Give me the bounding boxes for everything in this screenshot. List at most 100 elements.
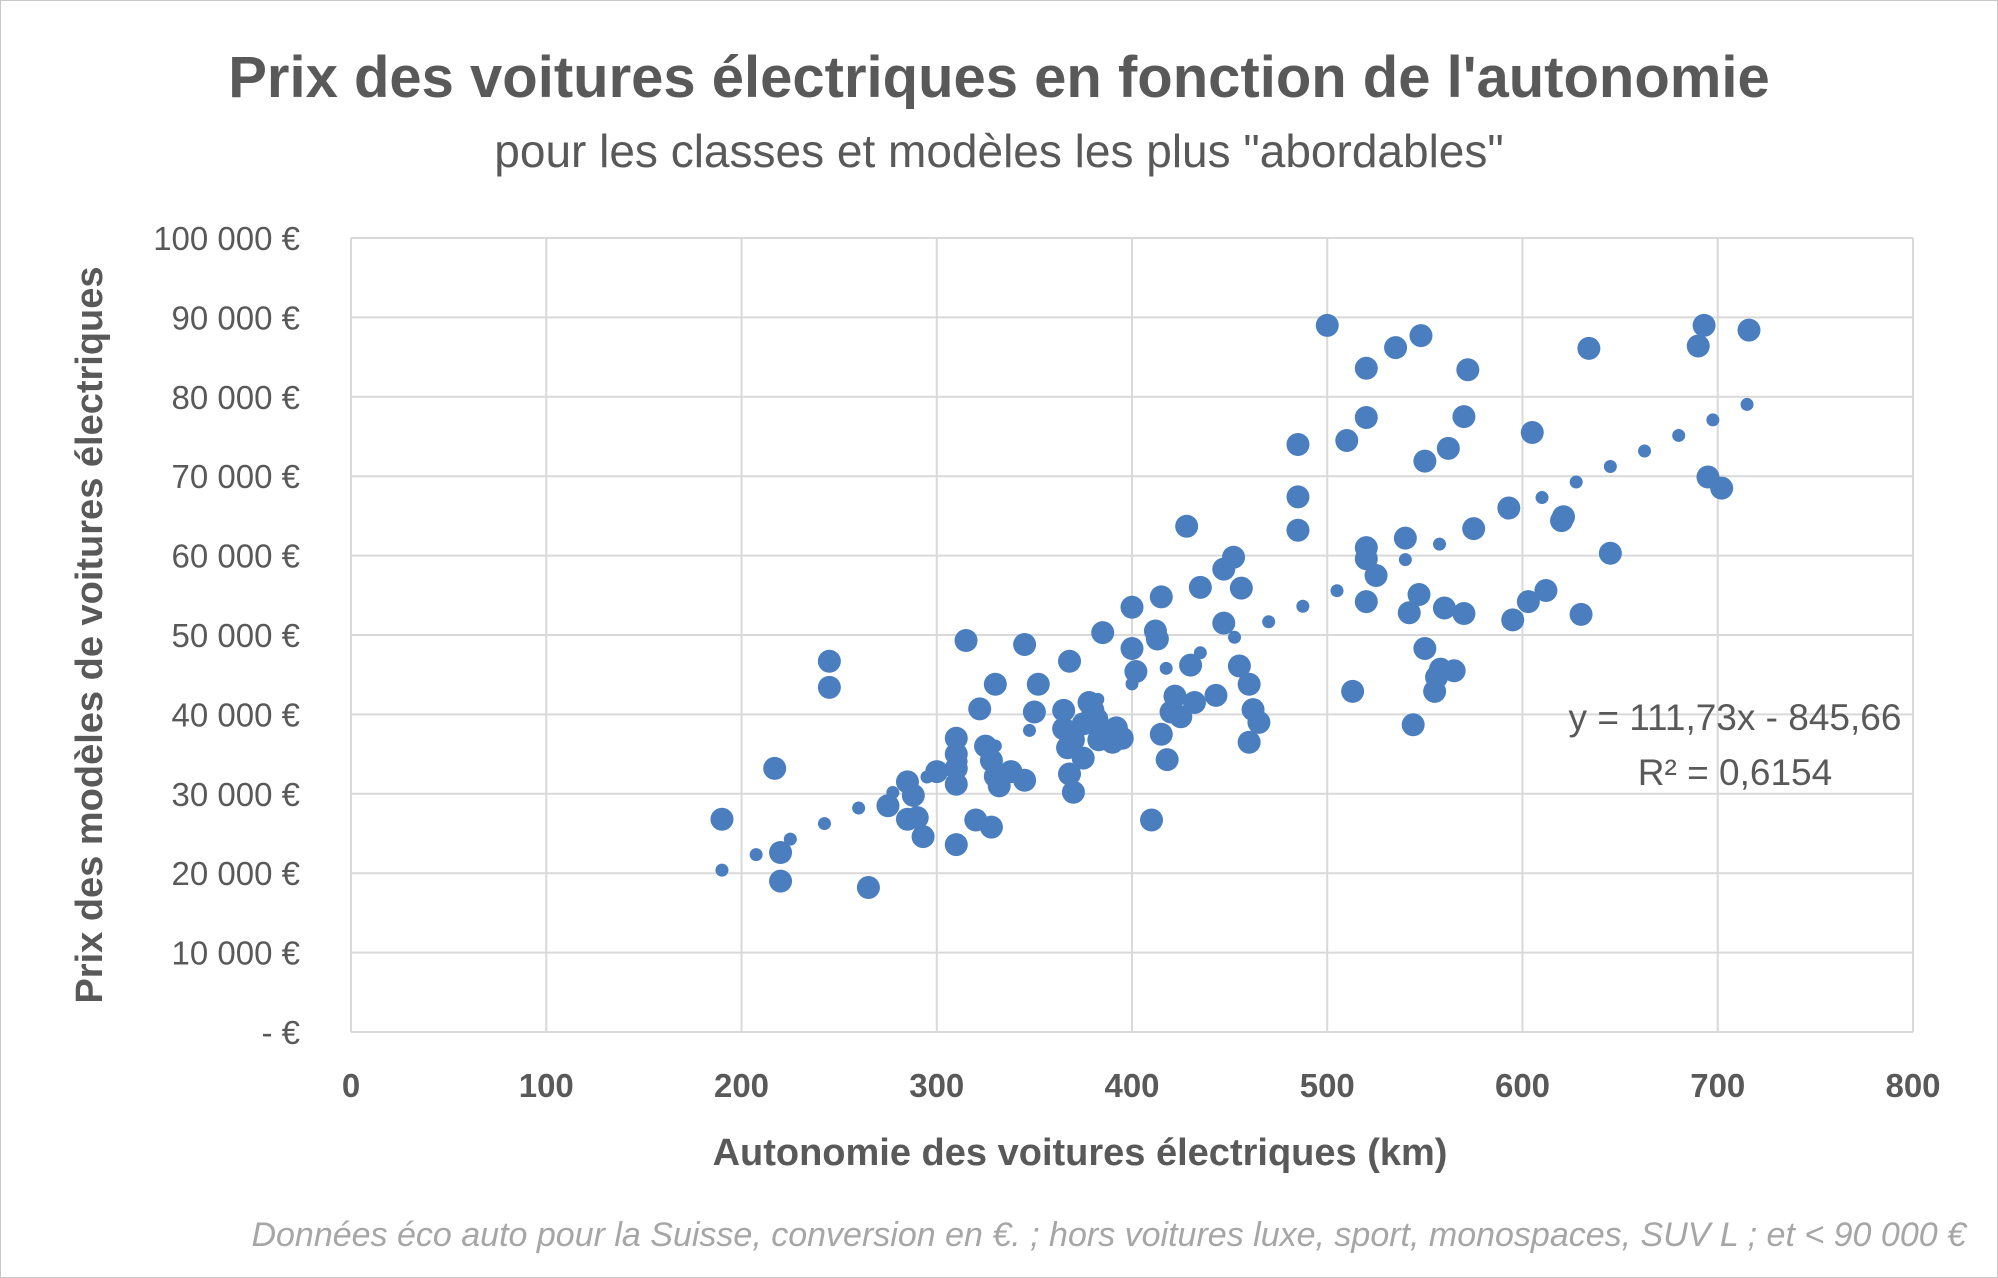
data-point [1149,585,1173,609]
x-tick-label: 500 [1300,1067,1355,1104]
data-point [979,815,1003,839]
data-point [905,806,929,830]
data-point [1393,526,1417,550]
data-point [1182,690,1206,714]
data-point [1501,608,1525,632]
data-point [1071,746,1095,770]
y-tick-label: - € [261,1014,300,1051]
data-point [763,756,787,780]
data-point [1058,762,1082,786]
trendline-dot [1638,444,1652,458]
data-point [1237,730,1261,754]
trendline-dot [817,817,831,831]
data-point [710,807,734,831]
trendline-dot [1433,537,1447,551]
data-point [1222,545,1246,569]
data-point [1341,679,1365,703]
trendline-dot [1159,661,1173,675]
trendline [715,397,1754,877]
data-point [1413,449,1437,473]
trendline-dot [1398,553,1412,567]
data-point [1598,541,1622,565]
data-point [876,794,900,818]
trendline-dot [1330,584,1344,598]
data-point [1520,421,1544,445]
data-point [1407,583,1431,607]
data-point [1409,324,1433,348]
data-point [1354,356,1378,380]
x-tick-label: 0 [342,1067,360,1104]
x-axis-title: Autonomie des voitures électriques (km) [713,1132,1448,1174]
data-point [1286,518,1310,542]
x-axis-ticks: 0 100 200 300 400 500 600 700 800 [342,1067,1941,1104]
data-point [1354,547,1378,571]
data-point [1354,405,1378,429]
data-point [1124,660,1148,684]
data-point [944,726,968,750]
chart-subtitle: pour les classes et modèles les plus "ab… [494,125,1504,177]
data-point [1516,590,1540,614]
data-point [1149,722,1173,746]
trendline-dot [1022,723,1036,737]
trendline-dot [1740,397,1754,411]
data-point [983,672,1007,696]
x-tick-label: 800 [1885,1067,1940,1104]
data-point [1737,318,1761,342]
data-point [1120,595,1144,619]
data-point [901,783,925,807]
data-points [710,313,1761,899]
data-point [1534,579,1558,603]
data-point [1091,621,1115,645]
data-point [1413,636,1437,660]
x-tick-label: 100 [519,1067,574,1104]
data-point [968,697,992,721]
trendline-dot [1535,491,1549,505]
y-axis-ticks: - € 10 000 € 20 000 € 30 000 € 40 000 € 50 00… [153,220,300,1051]
data-point [1179,653,1203,677]
data-point [1315,313,1339,337]
data-point [817,675,841,699]
data-point [1686,334,1710,358]
data-point [1163,684,1187,708]
data-point [1397,601,1421,625]
data-point [1058,649,1082,673]
data-point [1286,485,1310,509]
data-point [1354,590,1378,614]
data-point [1026,672,1050,696]
y-tick-label: 60 000 € [172,538,300,575]
data-point [769,869,793,893]
data-point [1188,575,1212,599]
data-point [1140,808,1164,832]
y-tick-label: 90 000 € [172,299,300,336]
data-point [1436,436,1460,460]
data-point [1456,358,1480,382]
trendline-dot [1672,428,1686,442]
data-point [1175,514,1199,538]
x-tick-label: 600 [1495,1067,1550,1104]
data-point [1497,496,1521,520]
data-point [1384,336,1408,360]
data-point [1155,748,1179,772]
data-point [1462,517,1486,541]
data-point [1110,726,1134,750]
data-point [1212,611,1236,635]
trendline-dot [749,848,763,862]
data-point [911,825,935,849]
footnote: Données éco auto pour la Suisse, convers… [251,1216,1966,1254]
data-point [1577,336,1601,360]
data-point [1452,405,1476,429]
data-point [1335,428,1359,452]
trendline-dot [1262,615,1276,629]
trendline-dot [783,832,797,846]
trendline-r2: R² = 0,6154 [1638,752,1832,793]
trendline-dot [1603,460,1617,474]
data-point [944,756,968,780]
data-point [1237,672,1261,696]
data-point [1364,563,1388,587]
data-point [1552,505,1576,529]
x-tick-label: 400 [1104,1067,1159,1104]
gridlines [350,237,1914,1033]
data-point [1247,710,1271,734]
data-point [1061,780,1085,804]
